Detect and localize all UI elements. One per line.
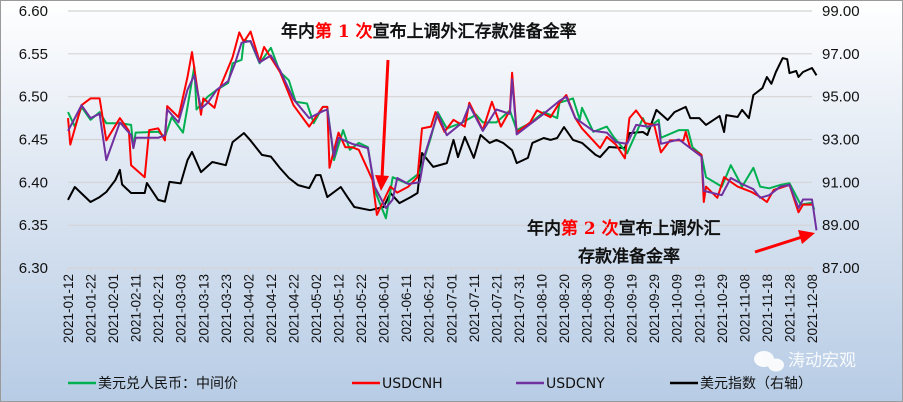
y-tick-label: 6.45 [19, 132, 48, 149]
legend-item-usdcny: USDCNY [516, 376, 605, 392]
series-line-2 [67, 40, 818, 231]
y-tick-label: 6.55 [19, 46, 48, 63]
x-tick-label: 2021-10-29 [715, 274, 730, 343]
y-tick-label: 6.50 [19, 89, 48, 106]
x-tick-label: 2021-10-19 [692, 274, 707, 343]
legend-item-cny-midpoint: 美元兑人民币：中间价 [68, 376, 238, 392]
legend-item-dollar-index: 美元指数（右轴） [670, 376, 812, 392]
x-tick-label: 2021-07-11 [467, 274, 482, 342]
x-axis: 2021-01-12 2021-01-22 2021-02-01 2021-02-11… [61, 268, 820, 343]
x-tick-label: 2021-09-19 [625, 274, 640, 343]
x-tick-label: 2021-06-21 [422, 274, 437, 343]
y-tick-label: 6.35 [19, 217, 48, 234]
x-tick-label: 2021-11-08 [737, 274, 752, 342]
x-tick-label: 2021-12-08 [805, 274, 820, 343]
annotation-second-rrr-hike-line1: 年内第 2 次宣布上调外汇 [527, 218, 721, 239]
x-tick-label: 2021-08-30 [580, 274, 595, 343]
x-tick-label: 2021-03-03 [174, 274, 189, 343]
y2-tick-label: 87.00 [822, 260, 860, 277]
x-tick-label: 2021-11-18 [760, 274, 775, 342]
legend-item-usdcnh: USDCNH [352, 376, 443, 392]
x-tick-label: 2021-07-01 [444, 274, 459, 343]
legend-label: 美元兑人民币：中间价 [98, 376, 238, 392]
y-tick-label: 6.30 [19, 260, 48, 277]
x-tick-label: 2021-05-22 [354, 274, 369, 343]
series-line-3 [67, 57, 818, 212]
y2-tick-label: 93.00 [822, 132, 860, 149]
y2-tick-label: 89.00 [822, 217, 860, 234]
legend-label: USDCNY [546, 376, 605, 392]
legend-label: 美元指数（右轴） [700, 376, 812, 392]
right-axis: 87.00 89.00 91.00 93.00 95.00 97.00 99.00 [822, 3, 860, 277]
x-tick-label: 2021-05-02 [309, 274, 324, 343]
x-tick-label: 2021-02-01 [106, 274, 121, 343]
y2-tick-label: 99.00 [822, 3, 860, 20]
x-tick-label: 2021-04-22 [286, 274, 301, 343]
series-line-1 [67, 30, 812, 216]
y2-tick-label: 95.00 [822, 89, 860, 106]
annotation-second-rrr-hike-line2: 存款准备金率 [578, 246, 680, 267]
arrow-first-rrr-hike [375, 59, 390, 191]
x-tick-label: 2021-02-11 [129, 274, 144, 342]
x-tick-label: 2021-08-20 [557, 274, 572, 343]
watermark-text: 涛动宏观 [788, 351, 856, 371]
x-tick-label: 2021-04-12 [264, 274, 279, 343]
x-tick-label: 2021-07-31 [512, 274, 527, 343]
x-tick-label: 2021-05-12 [332, 274, 347, 343]
x-tick-label: 2021-01-12 [61, 274, 76, 343]
y2-tick-label: 97.00 [822, 46, 860, 63]
x-tick-label: 2021-06-11 [399, 274, 414, 342]
x-tick-label: 2021-07-21 [489, 274, 504, 343]
legend-label: USDCNH [382, 376, 443, 392]
x-tick-label: 2021-04-02 [241, 274, 256, 343]
series-lines [67, 30, 818, 231]
wechat-icon [754, 351, 784, 372]
gridlines [68, 10, 812, 269]
x-tick-label: 2021-08-10 [534, 274, 549, 343]
x-tick-label: 2021-09-29 [647, 274, 662, 343]
x-tick-label: 2021-06-01 [377, 274, 392, 343]
y-tick-label: 6.40 [19, 174, 48, 191]
x-tick-label: 2021-10-09 [670, 274, 685, 343]
left-axis: 6.30 6.35 6.40 6.45 6.50 6.55 6.60 [19, 3, 48, 277]
arrow-second-rrr-hike [754, 230, 815, 254]
legend: 美元兑人民币：中间价 USDCNH USDCNY 美元指数（右轴） [68, 376, 812, 392]
x-tick-label: 2021-11-28 [782, 274, 797, 342]
watermark: 涛动宏观 [754, 351, 856, 372]
y2-tick-label: 91.00 [822, 174, 860, 191]
x-tick-label: 2021-03-13 [196, 274, 211, 343]
y-tick-label: 6.60 [19, 3, 48, 20]
annotation-first-rrr-hike: 年内第 1 次宣布上调外汇存款准备金率 [281, 21, 577, 42]
x-tick-label: 2021-09-09 [602, 274, 617, 343]
x-tick-label: 2021-01-22 [84, 274, 99, 343]
x-tick-label: 2021-02-21 [151, 274, 166, 343]
x-tick-label: 2021-03-23 [219, 274, 234, 343]
